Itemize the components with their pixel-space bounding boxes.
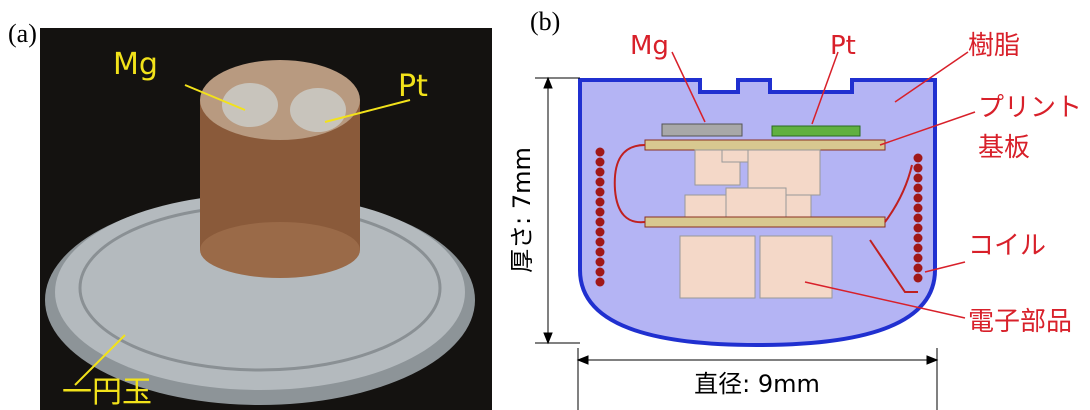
thickness-label: 厚さ: 7mm	[508, 147, 536, 273]
figure: (a) Mg Pt 一円玉	[0, 0, 1090, 410]
coin-label: 一円玉	[62, 375, 152, 410]
pt-label: Pt	[830, 31, 856, 61]
coil-label: コイル	[968, 231, 1046, 261]
resin-label: 樹脂	[968, 31, 1020, 61]
parts-label: 電子部品	[968, 307, 1072, 337]
diameter-label: 直径: 9mm	[694, 370, 820, 398]
board-label: 基板	[978, 133, 1030, 163]
mg-label: Mg	[113, 47, 158, 82]
board-label: プリント	[978, 93, 1082, 123]
pt-label: Pt	[398, 69, 428, 104]
mg-label: Mg	[630, 31, 669, 61]
panel-label: (b)	[530, 7, 560, 36]
capsule-diagram	[535, 52, 975, 410]
panel-label: (a)	[8, 19, 37, 48]
